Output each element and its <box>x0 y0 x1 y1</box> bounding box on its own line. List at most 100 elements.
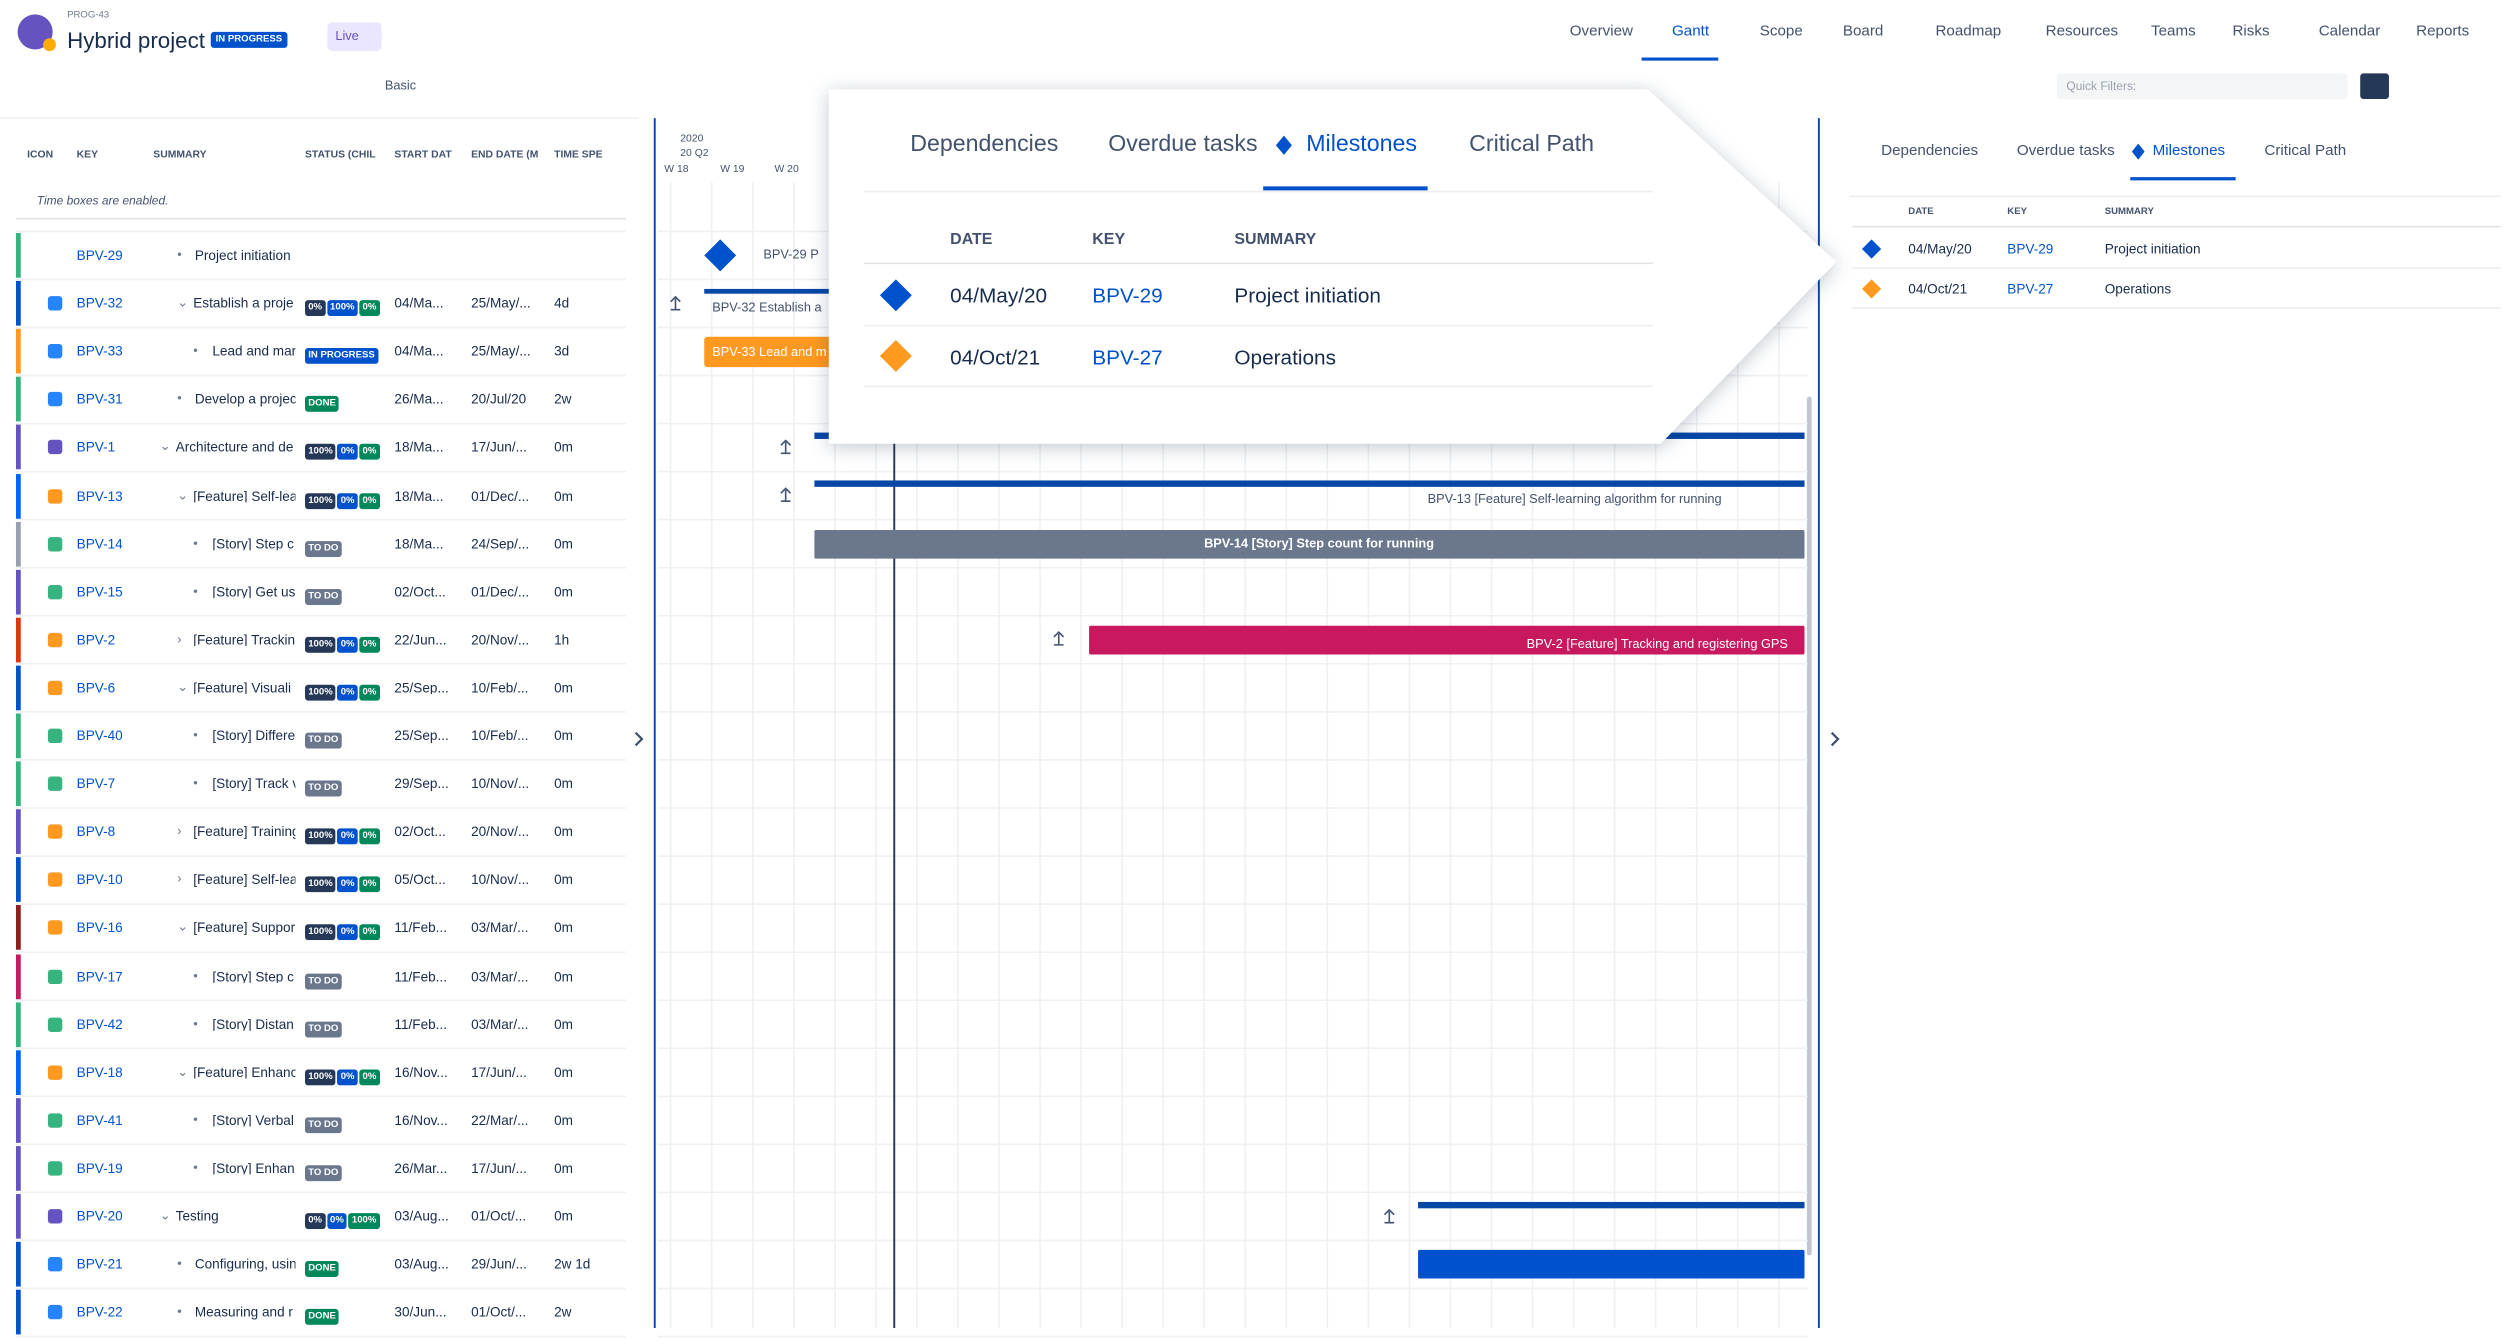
issue-key[interactable]: BPV-6 <box>76 679 116 696</box>
panel-key[interactable]: BPV-27 <box>2007 280 2054 297</box>
popup-date: 04/May/20 <box>950 283 1048 308</box>
issue-icon <box>47 392 63 407</box>
nav-item[interactable]: Overview <box>1569 22 1633 41</box>
issue-key[interactable]: BPV-22 <box>76 1303 123 1320</box>
nav-item[interactable]: Roadmap <box>1935 22 2002 41</box>
popup-column: DATE <box>950 231 993 250</box>
end-date: 22/Mar/... <box>471 1113 529 1127</box>
end-date: 01/Oct/... <box>471 1305 527 1320</box>
end-date: 20/Nov/... <box>471 825 530 839</box>
nav-item[interactable]: Teams <box>2151 22 2196 41</box>
panel-tab[interactable]: Critical Path <box>2264 142 2347 161</box>
panel-key[interactable]: BPV-29 <box>2007 240 2054 257</box>
status-badge: 0% <box>337 828 358 845</box>
status-badge: 100% <box>305 1068 336 1085</box>
row-stripe <box>15 1049 21 1095</box>
issue-key[interactable]: BPV-20 <box>76 1207 123 1224</box>
project-key: PROG-43 <box>67 11 110 21</box>
summary: [Story] Distan <box>212 1017 294 1031</box>
status-badge: 0% <box>359 924 380 941</box>
year: 2020 <box>680 133 704 145</box>
issue-key[interactable]: BPV-14 <box>76 535 123 552</box>
view-select[interactable]: Live <box>327 22 382 52</box>
popup-date: 04/Oct/21 <box>950 344 1041 369</box>
nav-item[interactable]: Board <box>1842 22 1884 41</box>
time-spent: 0m <box>554 823 573 840</box>
tree-marker: ⌄ <box>177 679 188 695</box>
issue-key[interactable]: BPV-8 <box>76 823 116 840</box>
panel-tab[interactable]: Overdue tasks <box>2016 142 2115 161</box>
start-date: 16/Nov... <box>394 1065 448 1079</box>
nav-item[interactable]: Scope <box>1759 22 1803 41</box>
popup-tab[interactable]: Dependencies <box>910 132 1059 158</box>
issue-key[interactable]: BPV-13 <box>76 487 123 504</box>
status: TO DO <box>305 531 385 557</box>
tree-marker: • <box>193 775 198 791</box>
tree-marker: › <box>177 631 182 647</box>
issue-icon <box>47 488 63 503</box>
quick-filters[interactable]: Quick Filters: <box>2066 78 2137 93</box>
issue-key[interactable]: BPV-29 <box>76 247 123 263</box>
nav-item[interactable]: Risks <box>2232 22 2270 41</box>
panel-tab[interactable]: Milestones <box>2152 142 2226 161</box>
start-date: 18/Ma... <box>394 536 444 551</box>
issue-key[interactable]: BPV-32 <box>76 295 123 312</box>
issue-key[interactable]: BPV-42 <box>76 1015 123 1032</box>
bar-label: BPV-13 [Feature] Self-learning algorithm… <box>1427 493 1722 506</box>
issue-key[interactable]: BPV-33 <box>76 343 123 360</box>
issue-key[interactable]: BPV-18 <box>76 1063 123 1080</box>
status-badge: TO DO <box>305 1020 342 1037</box>
issue-key[interactable]: BPV-21 <box>76 1255 123 1272</box>
time-spent: 0m <box>554 1207 573 1224</box>
issue-key[interactable]: BPV-40 <box>76 727 123 744</box>
popup-tab[interactable]: Overdue tasks <box>1108 132 1258 158</box>
summary: [Feature] Training <box>193 825 296 839</box>
panel-tab[interactable]: Dependencies <box>1881 142 1979 161</box>
view-mode[interactable]: Basic <box>384 78 417 93</box>
popup-key[interactable]: BPV-29 <box>1092 283 1163 308</box>
issue-key[interactable]: BPV-17 <box>76 967 123 984</box>
popup-key[interactable]: BPV-27 <box>1092 344 1163 369</box>
week: W 18 <box>664 164 689 176</box>
popup-tab[interactable]: Critical Path <box>1469 132 1594 158</box>
issue-key[interactable]: BPV-15 <box>76 583 123 600</box>
tree-marker: • <box>193 343 198 358</box>
issue-icon <box>47 1257 63 1272</box>
issue-key[interactable]: BPV-31 <box>76 391 123 408</box>
end-date: 01/Oct/... <box>471 1209 527 1224</box>
tree-marker: ⌄ <box>177 295 188 310</box>
end-date: 10/Feb/... <box>471 729 529 743</box>
column-header: SUMMARY <box>153 149 207 161</box>
nav-item[interactable]: Resources <box>2045 22 2119 41</box>
issue-key[interactable]: BPV-19 <box>76 1159 123 1176</box>
time-spent: 3d <box>554 343 570 360</box>
issue-key[interactable]: BPV-7 <box>76 775 116 792</box>
issue-key[interactable]: BPV-1 <box>76 439 116 456</box>
issue-icon <box>47 1064 63 1080</box>
tree-marker: ⌄ <box>177 1064 188 1079</box>
end-date: 03/Mar/... <box>471 1017 529 1031</box>
status-badge: 100% <box>305 636 336 653</box>
tree-marker: • <box>177 1304 182 1319</box>
summary: [Story] Enhan <box>212 1161 295 1176</box>
time-spent: 2w <box>554 1303 572 1320</box>
status-badge: 100% <box>305 924 336 941</box>
issue-key[interactable]: BPV-10 <box>76 871 123 888</box>
summary: [Feature] Visuali <box>193 681 292 695</box>
row-stripe <box>15 1290 21 1335</box>
issue-key[interactable]: BPV-16 <box>76 919 123 936</box>
popup-tab[interactable]: Milestones <box>1306 132 1417 158</box>
issue-icon <box>47 824 63 840</box>
start-date: 04/Ma... <box>394 344 444 359</box>
issue-key[interactable]: BPV-41 <box>76 1111 123 1128</box>
end-date: 17/Jun/... <box>471 440 527 455</box>
issue-key[interactable]: BPV-2 <box>76 631 116 648</box>
nav-item[interactable]: Gantt <box>1671 22 1710 41</box>
nav-item[interactable]: Reports <box>2416 22 2470 41</box>
issue-icon <box>47 728 63 744</box>
issue-icon <box>47 344 63 359</box>
nav-item[interactable]: Calendar <box>2318 22 2381 41</box>
issue-icon <box>47 296 63 311</box>
time-spent: 0m <box>554 487 573 504</box>
